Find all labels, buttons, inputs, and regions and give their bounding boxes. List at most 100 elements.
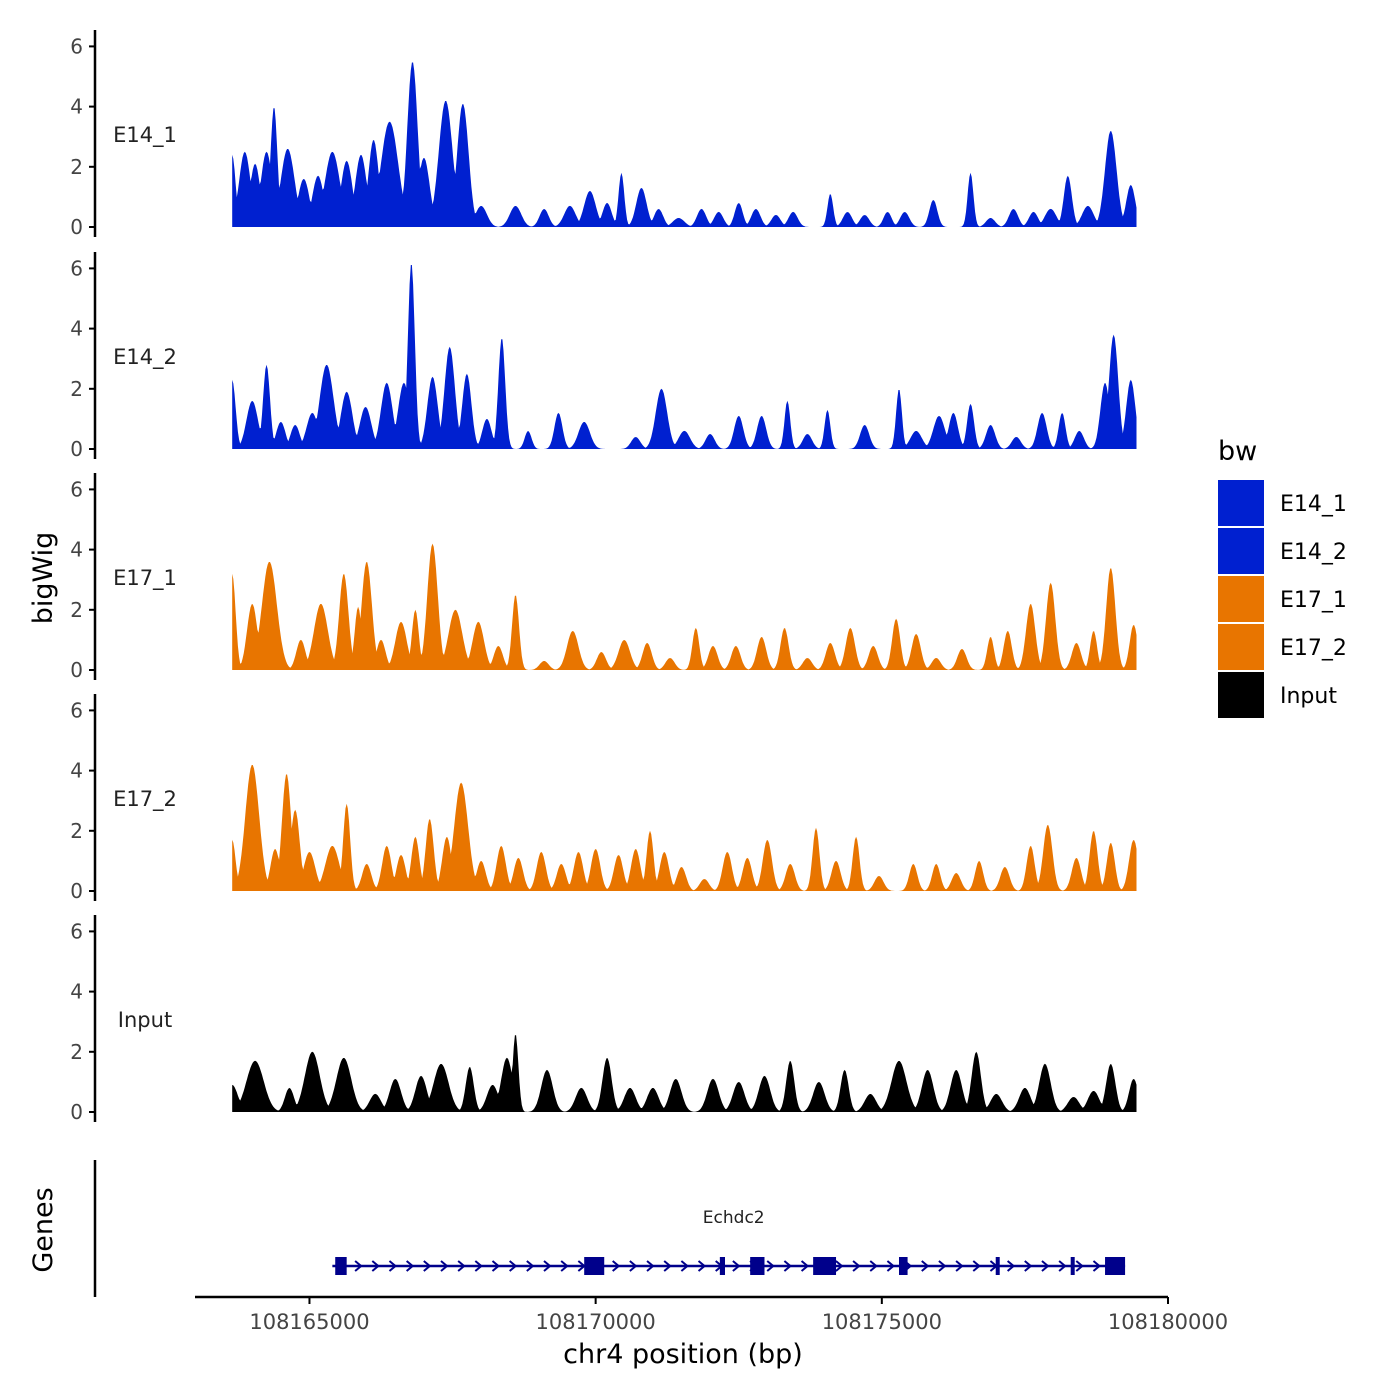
signal-area	[232, 765, 1137, 891]
gene-exon	[335, 1257, 347, 1275]
y-tick-label: 6	[70, 698, 83, 722]
y-tick-label: 4	[70, 980, 83, 1004]
strand-arrow	[371, 1260, 380, 1272]
gene-exon	[1070, 1257, 1075, 1275]
strand-arrow	[680, 1260, 689, 1272]
strand-arrow	[423, 1260, 432, 1272]
strand-arrow	[1041, 1260, 1050, 1272]
strand-arrow	[354, 1260, 363, 1272]
y-tick-label: 4	[70, 95, 83, 119]
gene-exon	[1105, 1257, 1126, 1275]
y-tick-label: 0	[70, 658, 83, 682]
y-tick-label: 0	[70, 1100, 83, 1124]
legend-swatch	[1218, 672, 1264, 718]
x-tick-label: 108180000	[1108, 1310, 1228, 1334]
track-panel-e14-1: 0 2 4 6 E14_1	[70, 30, 1137, 239]
x-tick-label: 108175000	[822, 1310, 942, 1334]
strand-arrow	[852, 1260, 861, 1272]
y-tick-label: 0	[70, 215, 83, 239]
strand-arrow	[697, 1260, 707, 1272]
strand-arrow	[474, 1260, 483, 1272]
strand-arrow	[1058, 1260, 1067, 1272]
legend-items: E14_1 E14_2 E17_1 E17_2 Input	[1218, 480, 1347, 718]
strand-arrow	[646, 1260, 655, 1272]
signal-area	[232, 1035, 1137, 1112]
legend-swatch	[1218, 528, 1264, 574]
strand-arrow	[405, 1260, 415, 1272]
legend-label: E17_2	[1280, 636, 1347, 661]
strand-arrow	[938, 1260, 947, 1272]
y-tick-label: 2	[70, 819, 83, 843]
strand-arrow	[1092, 1260, 1102, 1272]
strand-arrow	[955, 1260, 964, 1272]
track-panel-e17-1: 0 2 4 6 E17_1	[70, 473, 1137, 682]
track-panel-input: 0 2 4 6 Input	[70, 915, 1137, 1124]
gene-label: Echdc2	[703, 1208, 765, 1228]
gene-exon	[750, 1257, 765, 1275]
x-axis: 108165000 108170000 108175000 108180000	[195, 1295, 1228, 1334]
track-label: E17_1	[113, 566, 177, 591]
strand-arrow	[886, 1260, 895, 1272]
strand-arrow	[732, 1260, 741, 1272]
strand-arrow	[629, 1260, 638, 1272]
y-tick-label: 6	[70, 919, 83, 943]
y-tick-label: 6	[70, 34, 83, 58]
y-tick-label: 2	[70, 377, 83, 401]
gene-exon	[813, 1257, 837, 1275]
strand-arrow	[509, 1260, 518, 1272]
track-label: Input	[118, 1008, 172, 1032]
y-tick-label: 4	[70, 538, 83, 562]
strand-arrow	[543, 1260, 552, 1272]
y-axis-title: bigWig	[28, 532, 59, 625]
gene-exon	[584, 1257, 605, 1275]
track-label: E17_2	[113, 787, 177, 812]
track-panel-e14-2: 0 2 4 6 E14_2	[70, 252, 1137, 461]
strand-arrow	[612, 1260, 621, 1272]
strand-arrow	[800, 1260, 810, 1272]
x-tick-label: 108165000	[249, 1310, 369, 1334]
strand-arrow	[440, 1260, 449, 1272]
track-panel-e17-2: 0 2 4 6 E17_2	[70, 694, 1137, 903]
y-tick-label: 6	[70, 256, 83, 280]
strand-arrow	[783, 1260, 792, 1272]
y-tick-label: 4	[70, 759, 83, 783]
strand-arrow	[491, 1260, 501, 1272]
strand-arrow	[1024, 1260, 1033, 1272]
strand-arrow	[766, 1260, 775, 1272]
legend-swatch	[1218, 480, 1264, 526]
track-panels: 0 2 4 6 E14_1 0 2 4 6 E14_2 0 2 4 6 E17_1 0 2 4 6 E17_2 0 2 4 6…	[70, 30, 1137, 1124]
strand-arrow	[457, 1260, 466, 1272]
legend-title: bw	[1218, 436, 1257, 467]
strand-arrow	[560, 1260, 569, 1272]
x-axis-title: chr4 position (bp)	[563, 1339, 803, 1370]
strand-arrow	[921, 1260, 930, 1272]
signal-area	[232, 62, 1137, 227]
y-tick-label: 0	[70, 879, 83, 903]
legend-label: Input	[1280, 684, 1337, 709]
strand-arrow	[388, 1260, 398, 1272]
track-label: E14_2	[113, 345, 177, 370]
track-label: E14_1	[113, 123, 177, 148]
strand-arrow	[972, 1260, 981, 1272]
gene-exon	[995, 1257, 1000, 1275]
gene-exon	[898, 1257, 908, 1275]
strand-arrow	[1075, 1260, 1084, 1272]
y-tick-label: 0	[70, 437, 83, 461]
strand-arrow	[526, 1260, 535, 1272]
genes-axis-title: Genes	[28, 1187, 59, 1272]
strand-arrow	[1006, 1260, 1016, 1272]
y-tick-label: 4	[70, 317, 83, 341]
gene-exon	[719, 1257, 725, 1275]
legend-label: E17_1	[1280, 588, 1347, 613]
legend: bw E14_1 E14_2 E17_1 E17_2 Input	[1218, 436, 1347, 718]
y-tick-label: 2	[70, 1040, 83, 1064]
strand-arrow	[869, 1260, 878, 1272]
signal-area	[232, 543, 1137, 670]
strand-arrow	[663, 1260, 672, 1272]
legend-label: E14_2	[1280, 540, 1347, 565]
gene-panel: Echdc2	[93, 1160, 1126, 1297]
legend-swatch	[1218, 624, 1264, 670]
y-tick-label: 6	[70, 477, 83, 501]
legend-label: E14_1	[1280, 492, 1347, 517]
